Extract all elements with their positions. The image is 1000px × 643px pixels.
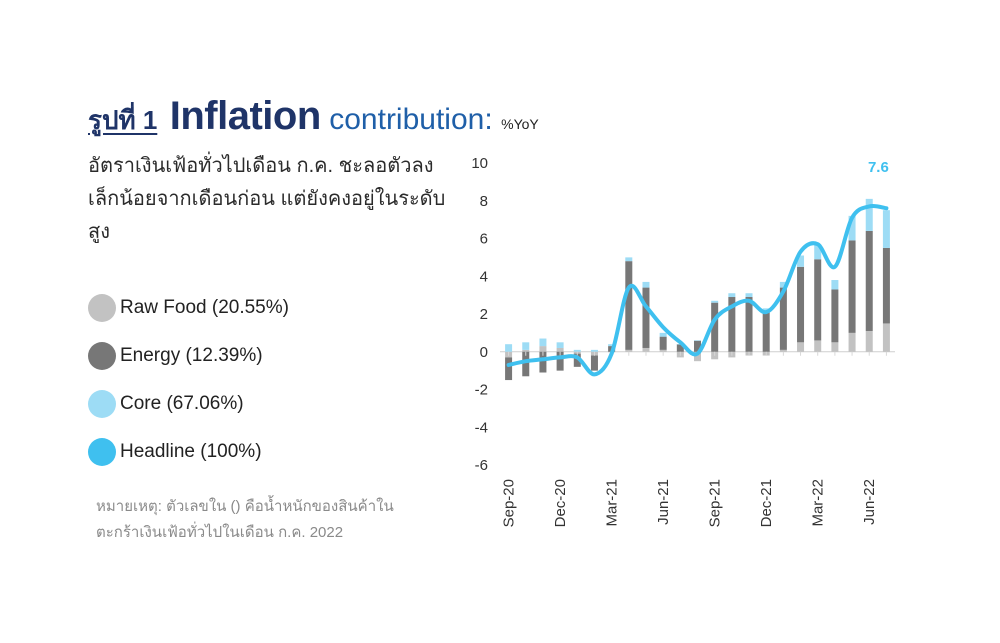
- bar-core: [659, 332, 667, 337]
- bar-core: [590, 349, 598, 352]
- legend-item-energy: Energy (12.39%): [88, 332, 289, 380]
- legend-swatch-energy: [88, 342, 116, 370]
- bar-raw-food: [539, 346, 547, 352]
- bar-core: [728, 293, 736, 298]
- legend: Raw Food (20.55%) Energy (12.39%) Core (…: [88, 284, 289, 476]
- bar-energy: [728, 297, 736, 352]
- x-tick-label: Jun-21: [655, 479, 672, 525]
- bar-core: [865, 198, 873, 231]
- bar-raw-food: [556, 347, 564, 352]
- chart-title: รูปที่ 1 Inflation contribution: %YoY: [88, 94, 539, 141]
- legend-item-headline: Headline (100%): [88, 428, 289, 476]
- bar-core: [642, 281, 650, 288]
- legend-label-headline: Headline (100%): [120, 441, 262, 462]
- y-tick-label: -2: [475, 382, 488, 399]
- bar-core: [539, 338, 547, 347]
- y-tick-label: 6: [480, 231, 488, 248]
- bar-core: [522, 342, 530, 350]
- bar-energy: [797, 266, 805, 343]
- y-tick-label: 8: [480, 193, 488, 210]
- bar-energy: [676, 344, 684, 352]
- bar-energy: [522, 351, 530, 377]
- bar-energy: [590, 355, 598, 371]
- bar-core: [848, 215, 856, 241]
- legend-swatch-core: [88, 390, 116, 418]
- bar-energy: [745, 297, 753, 352]
- legend-item-raw-food: Raw Food (20.55%): [88, 284, 289, 332]
- bar-core: [694, 340, 701, 341]
- bar-raw-food: [659, 349, 667, 352]
- bar-energy: [573, 353, 581, 367]
- bar-energy: [831, 289, 839, 343]
- x-tick-label: Dec-21: [758, 479, 775, 527]
- y-tick-label: 10: [471, 155, 488, 172]
- bar-core: [711, 300, 719, 303]
- bar-energy: [711, 302, 719, 352]
- headline-line: [506, 204, 889, 377]
- legend-label-core: Core (67.06%): [120, 393, 244, 414]
- bar-core: [625, 257, 633, 262]
- bar-raw-food: [625, 349, 633, 352]
- bar-raw-food: [522, 349, 530, 352]
- bar-energy: [865, 230, 873, 331]
- bar-core: [505, 344, 513, 352]
- footnote: หมายเหตุ: ตัวเลขใน () คือน้ำหนักของสินค้…: [96, 498, 394, 541]
- x-tick-label: Dec-20: [552, 479, 569, 527]
- x-tick-label: Sep-21: [707, 479, 724, 527]
- y-tick-label: 2: [480, 306, 488, 323]
- bar-core: [745, 293, 753, 298]
- bar-raw-food: [882, 323, 890, 352]
- unit-label: %YoY: [501, 116, 539, 132]
- bar-core: [608, 344, 616, 347]
- figure-number: รูปที่ 1: [88, 105, 158, 135]
- legend-swatch-raw-food: [88, 294, 116, 322]
- legend-label-raw-food: Raw Food (20.55%): [120, 297, 289, 318]
- legend-label-energy: Energy (12.39%): [120, 345, 263, 366]
- x-tick-label: Sep-20: [501, 479, 518, 527]
- bar-raw-food: [814, 340, 822, 352]
- x-tick-label: Jun-22: [861, 479, 878, 525]
- bar-raw-food: [865, 330, 873, 352]
- y-tick-label: 4: [480, 268, 488, 285]
- bar-raw-food: [642, 347, 650, 352]
- bar-raw-food: [848, 332, 856, 352]
- bar-core: [779, 281, 787, 288]
- headline-last-value-label: 7.6: [868, 159, 889, 176]
- chart-subtitle: อัตราเงินเฟ้อทั่วไปเดือน ก.ค. ชะลอตัวลงเ…: [88, 155, 446, 243]
- bar-raw-food: [797, 342, 805, 352]
- bar-energy: [539, 351, 547, 373]
- x-tick-label: Mar-22: [810, 479, 827, 527]
- bar-raw-food: [831, 342, 839, 352]
- y-tick-label: -6: [475, 457, 488, 474]
- bar-core: [882, 210, 890, 248]
- title-sub: contribution:: [329, 103, 493, 136]
- x-tick-label: Mar-21: [604, 479, 621, 527]
- bar-core: [573, 349, 581, 352]
- bar-core: [556, 342, 564, 348]
- bar-raw-food: [779, 349, 787, 352]
- bar-core: [831, 280, 839, 290]
- bar-raw-food: [694, 351, 701, 362]
- bar-energy: [882, 247, 890, 324]
- legend-item-core: Core (67.06%): [88, 380, 289, 428]
- legend-swatch-headline: [88, 438, 116, 466]
- bar-core: [814, 244, 822, 260]
- bar-core: [797, 255, 805, 267]
- y-tick-label: -4: [475, 419, 488, 436]
- bar-energy: [625, 261, 633, 350]
- bar-energy: [848, 240, 856, 333]
- bar-energy: [779, 287, 787, 350]
- bar-energy: [762, 312, 770, 352]
- title-main: Inflation: [169, 94, 322, 138]
- bar-energy: [694, 340, 701, 352]
- bar-energy: [642, 287, 650, 348]
- bar-energy: [659, 336, 667, 350]
- bar-energy: [556, 351, 564, 371]
- bar-energy: [505, 357, 513, 381]
- bar-energy: [814, 259, 822, 341]
- y-tick-label: 0: [480, 344, 488, 361]
